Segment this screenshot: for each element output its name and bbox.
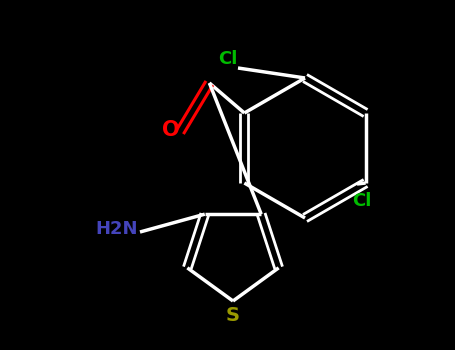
Text: Cl: Cl (352, 192, 371, 210)
Text: O: O (162, 120, 180, 140)
Text: S: S (226, 306, 240, 325)
Text: Cl: Cl (218, 50, 238, 68)
Text: H2N: H2N (95, 220, 137, 238)
